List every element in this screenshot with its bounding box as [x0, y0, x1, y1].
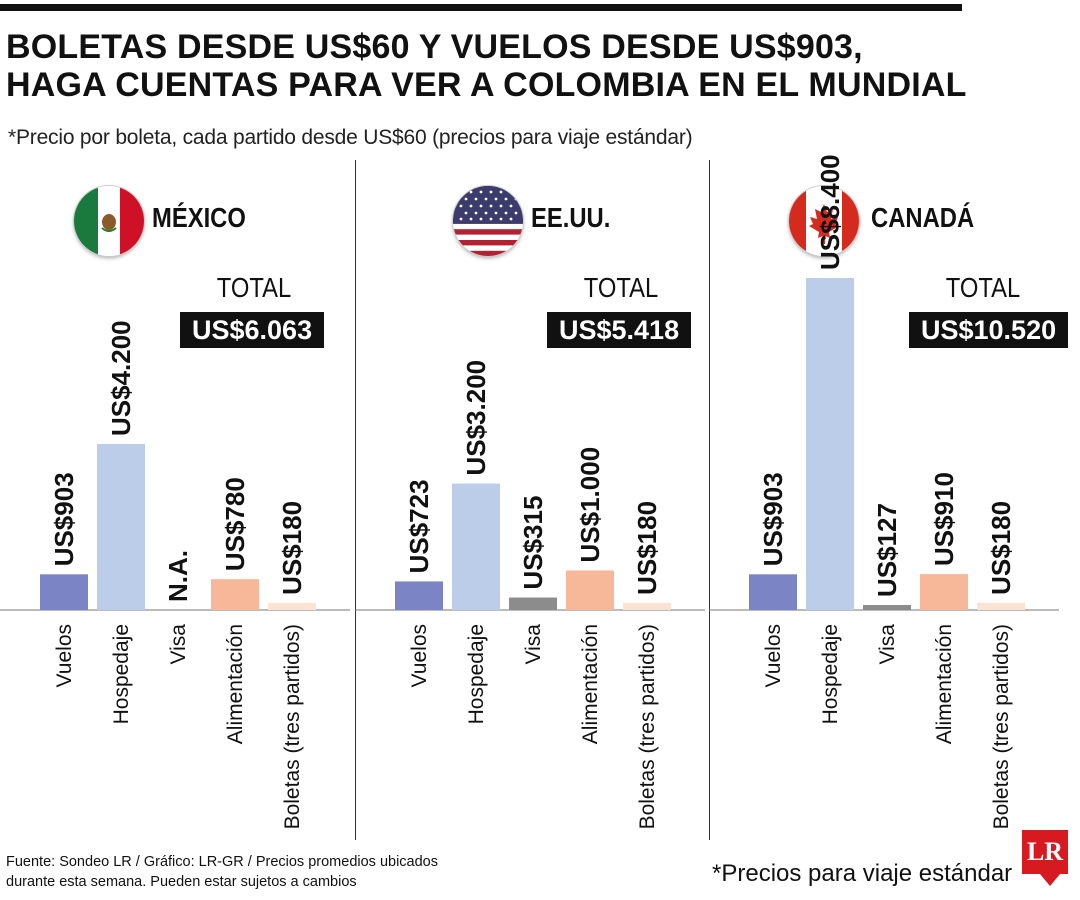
source-credits: Fuente: Sondeo LR / Gráfico: LR-GR / Pre…	[6, 852, 438, 892]
bar	[863, 604, 911, 610]
category-tick-label: Boletas (tres partidos)	[281, 624, 304, 829]
title-line-1: BOLETAS DESDE US$60 Y VUELOS DESDE US$90…	[6, 28, 863, 66]
total-value: US$5.418	[547, 312, 692, 348]
bar	[623, 602, 671, 610]
category-tick-label: Alimentación	[224, 624, 247, 744]
bar-value-label: US$180	[986, 501, 1016, 595]
bar-value-label: US$910	[929, 472, 959, 566]
panel-divider	[709, 160, 710, 840]
bar-value-label: US$3.200	[461, 360, 491, 476]
lr-logo-tail	[1040, 874, 1060, 886]
category-tick-label: Alimentación	[579, 624, 602, 744]
category-tick-label: Vuelos	[408, 624, 431, 687]
chart-panel-mexico: MÉXICO TOTAL US$6.063 US$903 Vuelos US$4.2…	[0, 160, 350, 850]
total-value: US$10.520	[909, 312, 1069, 348]
total-label: TOTAL	[583, 272, 659, 303]
bar	[509, 597, 557, 610]
category-tick-label: Hospedaje	[819, 624, 842, 724]
canada-flag-icon	[789, 186, 859, 256]
category-tick-label: Boletas (tres partidos)	[636, 624, 659, 829]
subtitle: *Precio por boleta, cada partido desde U…	[8, 126, 693, 149]
usa-flag-icon	[453, 186, 523, 256]
mexico-flag-icon	[74, 186, 144, 256]
bar	[97, 444, 145, 610]
chart-panel-canada: CANADÁ TOTAL US$10.520 US$903 Vuelos US$8.…	[709, 154, 1069, 850]
bar	[566, 570, 614, 610]
bar	[395, 581, 443, 610]
title-line-2: HAGA CUENTAS PARA VER A COLOMBIA EN EL M…	[6, 66, 967, 104]
bar	[806, 278, 854, 610]
category-tick-label: Visa	[167, 624, 190, 665]
panel-divider	[355, 160, 356, 840]
lr-logo: LR	[1022, 830, 1068, 874]
bar-value-label: US$8.400	[815, 154, 845, 270]
country-name: MÉXICO	[152, 202, 246, 233]
category-tick-label: Visa	[876, 624, 899, 665]
bar-value-label: US$315	[518, 496, 548, 590]
category-tick-label: Alimentación	[933, 624, 956, 744]
bar-value-label: US$127	[872, 503, 902, 597]
bar-value-label: US$180	[277, 501, 307, 595]
bar-value-label: US$780	[220, 477, 250, 571]
bar-value-label: US$903	[49, 472, 79, 566]
bar-value-label: US$180	[632, 501, 662, 595]
bar-value-label: US$4.200	[106, 320, 136, 436]
bar	[211, 579, 259, 610]
credits-line-1: Fuente: Sondeo LR / Gráfico: LR-GR / Pre…	[6, 854, 438, 870]
category-tick-label: Hospedaje	[465, 624, 488, 724]
top-rule	[0, 4, 962, 11]
total-value: US$6.063	[180, 312, 325, 348]
category-tick-label: Vuelos	[762, 624, 785, 687]
bar	[268, 602, 316, 610]
category-tick-label: Boletas (tres partidos)	[990, 624, 1013, 829]
bar-value-label: N.A.	[163, 550, 193, 602]
category-tick-label: Visa	[522, 624, 545, 665]
country-name: CANADÁ	[871, 202, 975, 233]
bar	[977, 602, 1025, 610]
bar	[920, 574, 968, 610]
total-label: TOTAL	[945, 272, 1021, 303]
page-title: BOLETAS DESDE US$60 Y VUELOS DESDE US$90…	[6, 28, 967, 104]
category-tick-label: Vuelos	[53, 624, 76, 687]
bar	[749, 574, 797, 610]
country-name: EE.UU.	[531, 202, 611, 233]
total-label: TOTAL	[216, 272, 292, 303]
bar-chart-usa: US$723 Vuelos US$3.200 Hospedaje US$315 Visa U…	[355, 360, 705, 829]
credits-line-2: durante esta semana. Pueden estar sujeto…	[6, 874, 357, 890]
bar	[452, 483, 500, 610]
bar	[40, 574, 88, 610]
bar-value-label: US$1.000	[575, 447, 605, 563]
bar-value-label: US$723	[404, 479, 434, 573]
bar-chart-mexico: US$903 Vuelos US$4.200 Hospedaje N.A. Visa US$…	[0, 320, 350, 829]
category-tick-label: Hospedaje	[110, 624, 133, 724]
bar-value-label: US$903	[758, 472, 788, 566]
bar-chart-canada: US$903 Vuelos US$8.400 Hospedaje US$127 Visa U…	[709, 154, 1059, 829]
footnote: *Precios para viaje estándar	[712, 860, 1013, 887]
chart-panel-usa: EE.UU. TOTAL US$5.418 US$723 Vuelos US$3.2…	[355, 160, 705, 850]
